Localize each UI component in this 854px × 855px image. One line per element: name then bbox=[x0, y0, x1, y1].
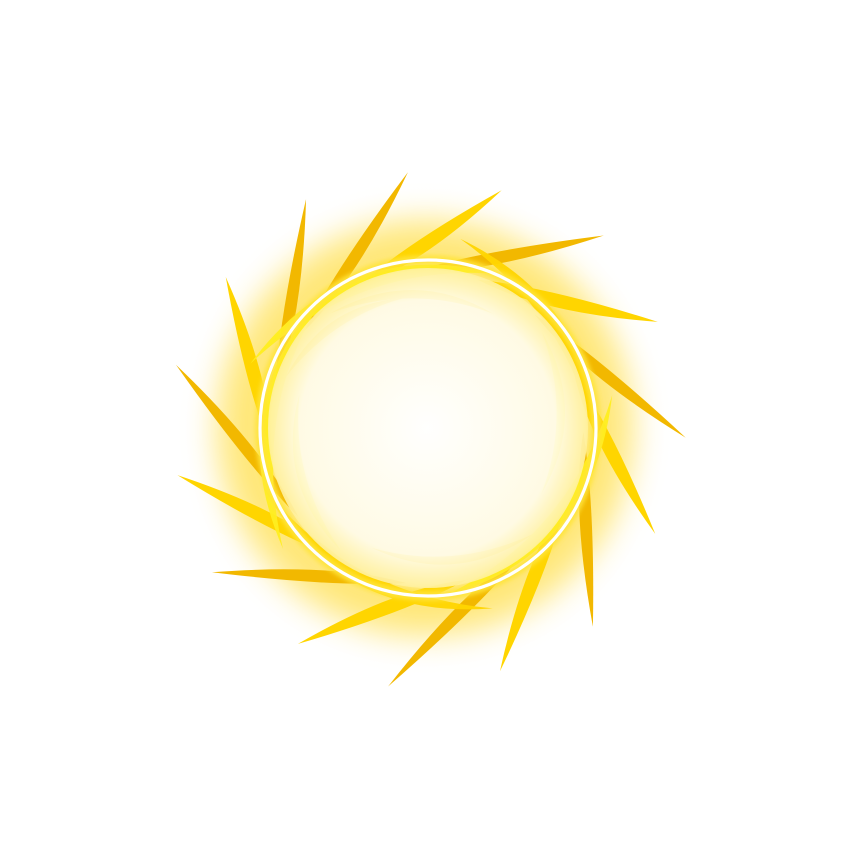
inner-core bbox=[268, 268, 588, 588]
white-ring bbox=[258, 258, 598, 598]
